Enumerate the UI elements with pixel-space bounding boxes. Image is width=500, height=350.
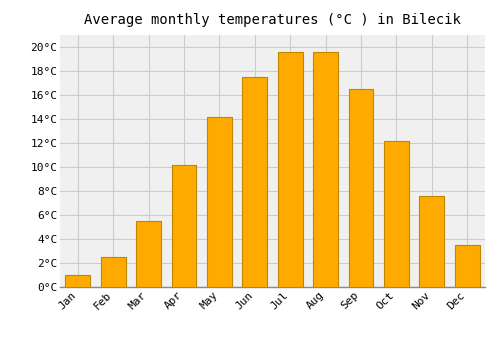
Bar: [172, 164, 196, 287]
Title: Average monthly temperatures (°C ) in Bilecik: Average monthly temperatures (°C ) in Bi…: [84, 13, 461, 27]
Bar: [348, 89, 374, 287]
Bar: [100, 257, 126, 287]
Bar: [455, 245, 479, 287]
Bar: [66, 275, 90, 287]
Bar: [278, 52, 302, 287]
Bar: [136, 221, 161, 287]
Bar: [242, 77, 267, 287]
Bar: [384, 141, 409, 287]
Bar: [313, 52, 338, 287]
Bar: [420, 196, 444, 287]
Bar: [207, 117, 232, 287]
